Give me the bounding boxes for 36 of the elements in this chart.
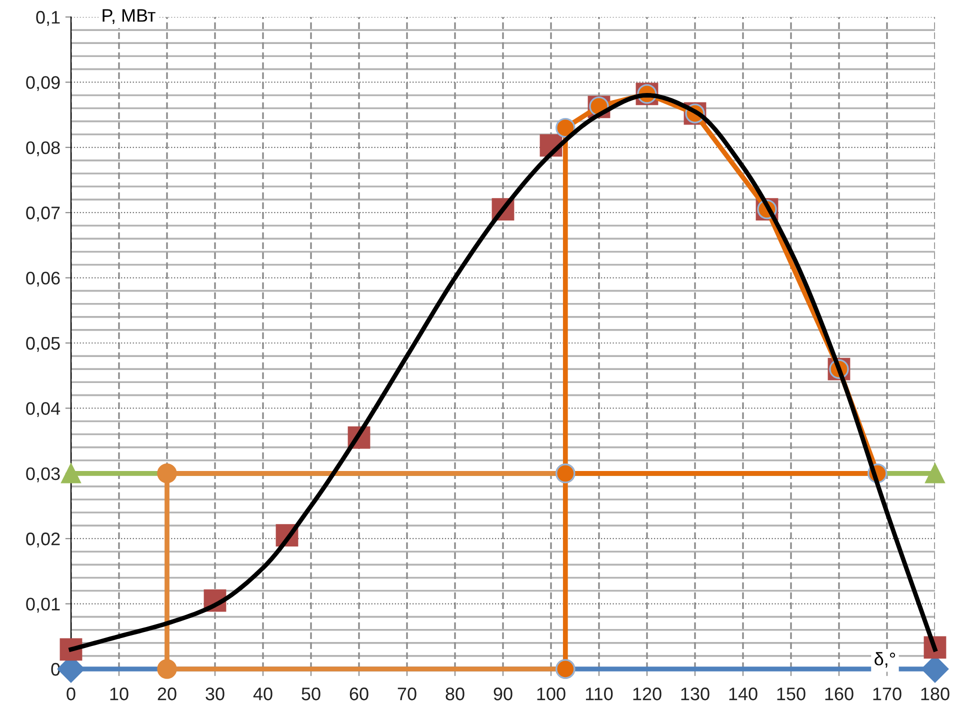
x-axis-title: δ,°: [874, 652, 896, 668]
y-tick-label: 0,09: [26, 76, 60, 92]
x-tick-label: 50: [302, 688, 320, 700]
y-tick-label: 0,08: [26, 141, 60, 156]
x-tick-label: 10: [110, 688, 128, 700]
point: [925, 464, 945, 484]
y-tick-label: 0,01: [26, 598, 60, 613]
y-tick-label: 0,06: [26, 272, 60, 287]
point: [157, 659, 177, 679]
y-tick-label: 0,04: [26, 402, 60, 418]
x-tick-label: 110: [586, 688, 613, 700]
x-tick-label: 100: [537, 688, 566, 700]
x-tick-label: 160: [825, 688, 854, 700]
x-tick-label: 70: [398, 688, 416, 700]
x-tick-label: 80: [446, 688, 464, 700]
x-tick-label: 20: [158, 688, 176, 700]
point: [556, 118, 576, 138]
x-tick-label: 120: [633, 688, 662, 700]
x-tick-label: 180: [921, 688, 950, 700]
x-tick-label: 0: [66, 688, 76, 700]
x-tick-label: 90: [494, 688, 512, 700]
x-tick-label: 130: [681, 688, 710, 700]
y-tick-label: 0,03: [26, 467, 60, 482]
y-tick-label: 0,05: [26, 336, 60, 352]
x-tick-label: 40: [253, 688, 272, 700]
point: [157, 464, 177, 484]
point: [61, 464, 81, 484]
y-tick-label: 0,1: [36, 10, 60, 26]
x-tick-label: 60: [350, 688, 368, 700]
x-tick-label: 30: [206, 688, 224, 700]
x-tick-label: 170: [873, 688, 902, 700]
y-tick-label: 0,02: [26, 532, 60, 548]
x-tick-label: 140: [729, 688, 758, 700]
y-tick-label: 0,07: [26, 206, 60, 222]
x-tick-label: 150: [777, 688, 806, 700]
y-axis-title: P, МВт: [102, 9, 156, 24]
